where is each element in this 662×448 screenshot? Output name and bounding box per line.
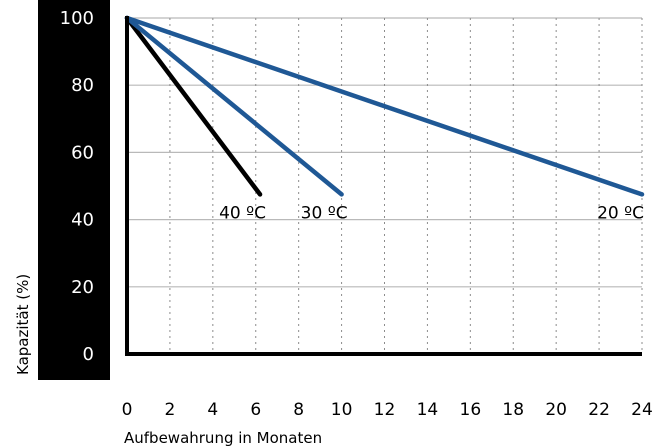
series-line xyxy=(124,15,344,197)
series-label: 30 ºC xyxy=(301,203,348,223)
x-tick-label: 6 xyxy=(250,400,261,420)
x-tick-label: 0 xyxy=(122,400,133,420)
x-tick-label: 22 xyxy=(588,400,610,420)
series-line xyxy=(124,15,263,197)
y-axis-title: Kapazität (%) xyxy=(14,274,32,375)
y-tick-label: 100 xyxy=(60,8,94,29)
series-line xyxy=(124,15,645,197)
x-tick-label: 24 xyxy=(631,400,653,420)
y-tick-label: 80 xyxy=(71,75,94,96)
grid xyxy=(127,17,643,354)
series-layer: 40 ºC 30 ºC 20 ºC xyxy=(124,15,645,223)
x-axis-title: Aufbewahrung in Monaten xyxy=(124,429,322,447)
series-label: 20 ºC xyxy=(597,203,644,223)
y-tick-label: 40 xyxy=(71,210,94,231)
x-tick-label: 10 xyxy=(331,400,353,420)
y-tick-label: 0 xyxy=(83,344,94,365)
x-tick-label: 4 xyxy=(207,400,218,420)
x-tick-label: 18 xyxy=(502,400,524,420)
y-tick-labels: 0 20 40 60 80 100 xyxy=(60,8,94,365)
y-axis-band xyxy=(38,0,110,380)
x-tick-label: 16 xyxy=(460,400,482,420)
y-tick-label: 20 xyxy=(71,277,94,298)
x-tick-label: 8 xyxy=(293,400,304,420)
x-tick-labels: 0 2 4 6 8 10 12 14 16 18 20 22 24 xyxy=(122,400,653,420)
series-label: 40 ºC xyxy=(219,203,266,223)
x-tick-label: 20 xyxy=(545,400,567,420)
x-tick-label: 2 xyxy=(165,400,176,420)
y-tick-label: 60 xyxy=(71,142,94,163)
x-tick-label: 12 xyxy=(374,400,396,420)
x-tick-label: 14 xyxy=(417,400,439,420)
